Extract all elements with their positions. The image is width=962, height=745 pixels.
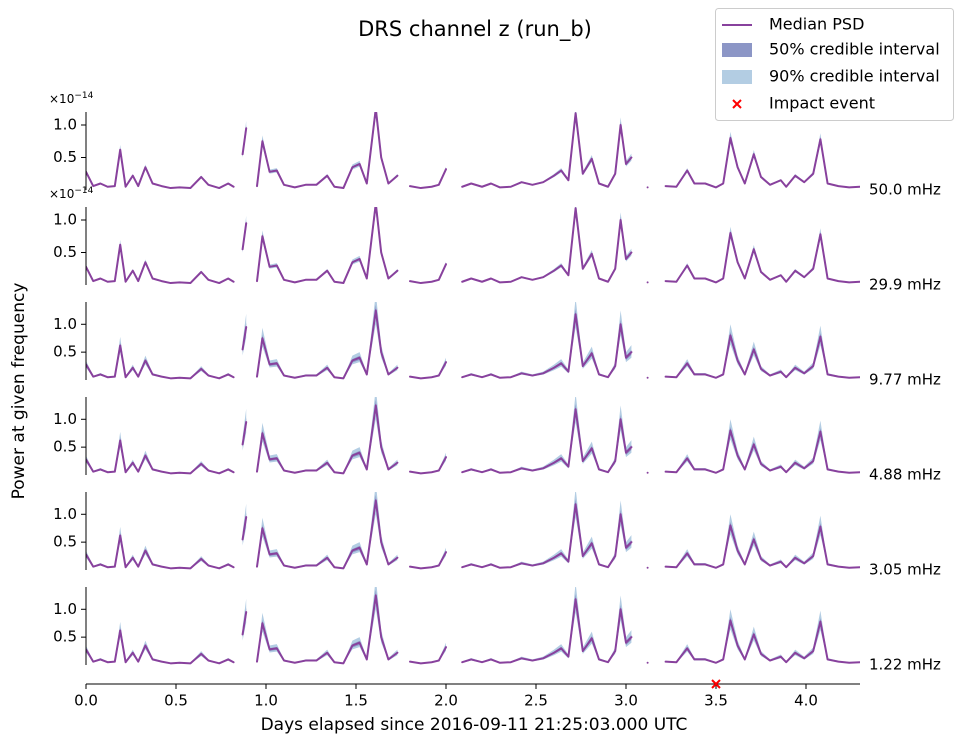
x-tick-label: 2.0 xyxy=(434,692,458,710)
y-tick-label: 1.0 xyxy=(53,505,77,523)
ci90-band xyxy=(86,302,860,379)
panel-label: 9.77 mHz xyxy=(869,371,941,389)
x-tick-label: 1.5 xyxy=(344,692,368,710)
y-tick-label: 1.0 xyxy=(53,410,77,428)
panel-label: 29.9 mHz xyxy=(869,276,941,294)
x-tick-label: 0.0 xyxy=(74,692,98,710)
legend-marker xyxy=(732,99,742,109)
panel xyxy=(86,492,860,570)
y-tick-label: 0.5 xyxy=(53,148,77,166)
ci90-band xyxy=(86,492,860,569)
y-tick-label: 1.0 xyxy=(53,116,77,134)
legend-label: Impact event xyxy=(769,94,875,113)
ci90-band xyxy=(86,207,860,284)
panel xyxy=(86,112,860,190)
x-tick-label: 3.0 xyxy=(614,692,638,710)
legend: Median PSD 50% credible interval 90% credi… xyxy=(715,8,954,121)
y-tick-label: 1.0 xyxy=(53,600,77,618)
median-line xyxy=(86,594,860,665)
x-axis-label: Days elapsed since 2016-09-11 21:25:03.0… xyxy=(261,715,688,735)
offset-label: ×10−14 xyxy=(49,91,94,106)
x-tick-label: 4.0 xyxy=(794,692,818,710)
median-line xyxy=(86,112,860,190)
panel xyxy=(86,587,860,665)
y-tick-label: 0.5 xyxy=(53,628,77,646)
offset-exponent: −14 xyxy=(74,91,93,101)
ci90-band xyxy=(86,397,860,474)
y-tick-label: 0.5 xyxy=(53,533,77,551)
y-axis-label: Power at given frequency xyxy=(9,283,29,500)
panel-label: 1.22 mHz xyxy=(869,656,941,674)
y-tick-label: 0.5 xyxy=(53,343,77,361)
panel xyxy=(86,207,860,285)
legend-label: 90% credible interval xyxy=(769,67,940,86)
chart-title: DRS channel z (run_b) xyxy=(358,17,592,42)
offset-label: ×10−14 xyxy=(49,186,94,201)
x-tick-label: 2.5 xyxy=(524,692,548,710)
median-line xyxy=(86,499,860,570)
x-tick-label: 0.5 xyxy=(164,692,188,710)
y-tick-label: 1.0 xyxy=(53,211,77,229)
ci90-band xyxy=(86,587,860,664)
offset-base: ×10 xyxy=(49,187,74,201)
y-tick-label: 0.5 xyxy=(53,438,77,456)
offset-exponent: −14 xyxy=(74,186,93,196)
legend-patch xyxy=(722,70,752,84)
y-tick-label: 1.0 xyxy=(53,315,77,333)
panel-label: 4.88 mHz xyxy=(869,466,941,484)
legend-label: 50% credible interval xyxy=(769,40,940,59)
legend-box xyxy=(715,8,954,121)
median-line xyxy=(86,404,860,475)
x-tick-label: 3.5 xyxy=(704,692,728,710)
ci50-band xyxy=(86,207,860,284)
median-line xyxy=(86,207,860,285)
legend-label: Median PSD xyxy=(769,15,864,34)
impact-marker xyxy=(711,679,721,689)
x-tick-label: 1.0 xyxy=(254,692,278,710)
panel-label: 50.0 mHz xyxy=(869,181,941,199)
legend-patch xyxy=(722,43,752,57)
median-line xyxy=(86,309,860,380)
panel xyxy=(86,302,860,380)
panel xyxy=(86,397,860,475)
y-tick-label: 0.5 xyxy=(53,243,77,261)
panel-label: 3.05 mHz xyxy=(869,561,941,579)
offset-base: ×10 xyxy=(49,92,74,106)
